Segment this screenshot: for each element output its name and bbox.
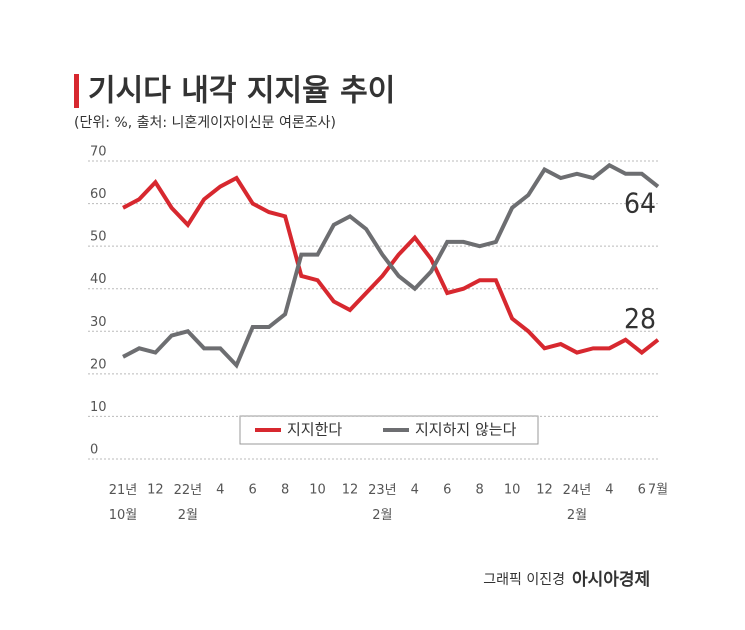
y-tick-label: 60 xyxy=(90,187,107,202)
y-tick-label: 10 xyxy=(90,400,107,415)
x-tick-label: 24년 2월 xyxy=(563,483,592,523)
series-line xyxy=(122,162,660,369)
x-tick-label: 8 xyxy=(281,483,289,498)
y-tick-label: 30 xyxy=(90,315,107,330)
x-tick-label: 23년 2월 xyxy=(368,483,397,523)
chart-title: 기시다 내각 지지율 추이 xyxy=(88,74,395,109)
legend-label: 지지한다 xyxy=(287,421,342,439)
x-tick-label: 21년 10월 xyxy=(109,483,138,523)
x-tick-label: 22년 2월 xyxy=(174,483,203,523)
y-tick-label: 70 xyxy=(90,145,107,160)
x-tick-label: 8 xyxy=(476,483,484,498)
title-marker xyxy=(74,74,79,108)
y-tick-label: 20 xyxy=(90,357,107,372)
x-tick-label: 12 xyxy=(342,483,359,498)
x-tick-label: 7월 xyxy=(648,483,668,498)
y-tick-label: 0 xyxy=(90,443,98,458)
x-tick-label: 6 xyxy=(249,483,257,498)
x-tick-label: 4 xyxy=(605,483,613,498)
x-tick-label: 12 xyxy=(147,483,164,498)
legend-label: 지지하지 않는다 xyxy=(415,421,517,439)
x-tick-label: 10 xyxy=(504,483,521,498)
x-tick-label: 6 xyxy=(638,483,646,498)
x-tick-label: 4 xyxy=(411,483,419,498)
end-label: 64 xyxy=(624,187,656,220)
y-tick-label: 40 xyxy=(90,272,107,287)
x-tick-label: 12 xyxy=(536,483,553,498)
chart-subtitle: (단위: %, 출처: 니혼게이자이신문 여론조사) xyxy=(74,115,336,131)
y-tick-label: 50 xyxy=(90,230,107,245)
brand: 아시아경제 xyxy=(572,570,650,590)
x-tick-label: 6 xyxy=(443,483,451,498)
x-tick-label: 4 xyxy=(216,483,224,498)
credit: 그래픽 이진경 xyxy=(483,572,565,588)
end-label: 28 xyxy=(624,302,656,335)
x-tick-label: 10 xyxy=(309,483,326,498)
